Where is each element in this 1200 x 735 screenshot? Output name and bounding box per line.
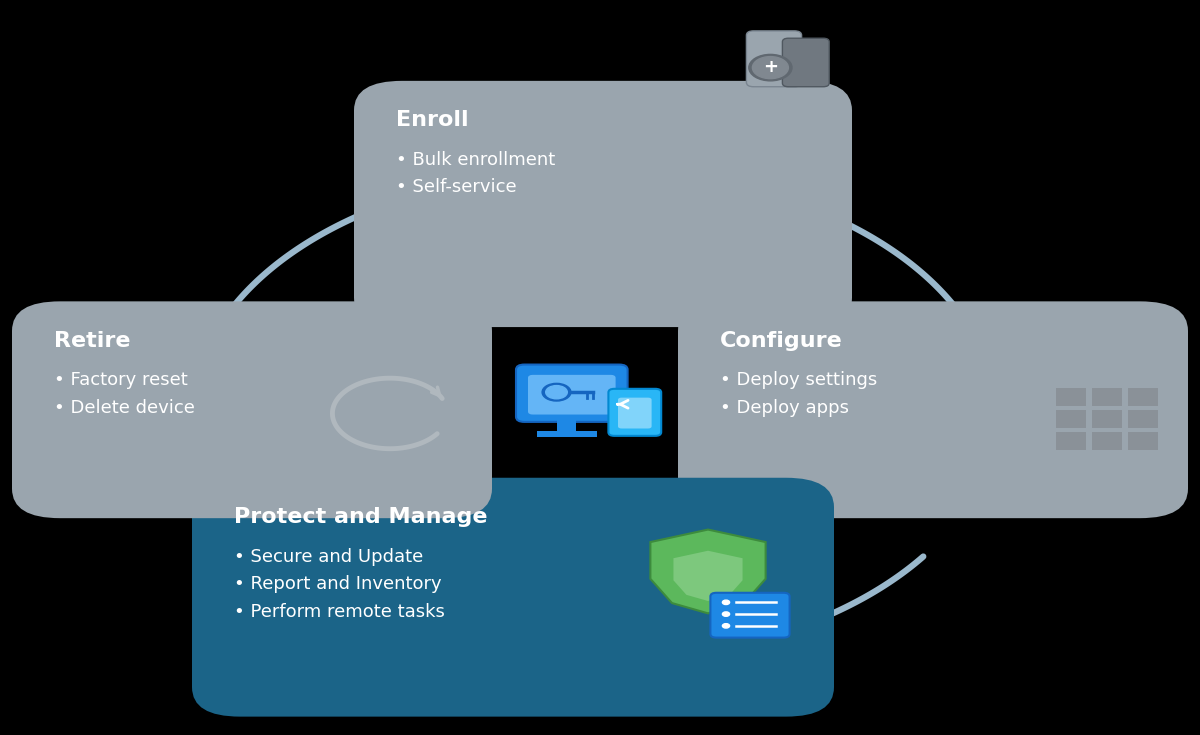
Text: • Secure and Update
• Report and Inventory
• Perform remote tasks: • Secure and Update • Report and Invento…: [234, 548, 445, 621]
Bar: [1092, 388, 1122, 406]
FancyBboxPatch shape: [782, 38, 829, 87]
FancyBboxPatch shape: [516, 365, 628, 422]
Bar: [1128, 432, 1158, 450]
Text: • Factory reset
• Delete device: • Factory reset • Delete device: [54, 371, 194, 417]
Circle shape: [542, 384, 571, 401]
Circle shape: [722, 612, 730, 616]
FancyBboxPatch shape: [608, 389, 661, 436]
Circle shape: [722, 623, 730, 628]
Text: • Bulk enrollment
• Self-service: • Bulk enrollment • Self-service: [396, 151, 556, 196]
Text: Enroll: Enroll: [396, 110, 469, 130]
Text: • Deploy settings
• Deploy apps: • Deploy settings • Deploy apps: [720, 371, 877, 417]
Circle shape: [752, 57, 788, 79]
Bar: [557, 417, 576, 435]
Bar: [536, 431, 596, 437]
FancyBboxPatch shape: [710, 592, 790, 637]
Text: Configure: Configure: [720, 331, 842, 351]
Text: Retire: Retire: [54, 331, 131, 351]
Text: +: +: [763, 58, 778, 76]
FancyBboxPatch shape: [12, 301, 492, 518]
Circle shape: [546, 386, 568, 399]
Bar: [1056, 388, 1086, 406]
Bar: [1092, 432, 1122, 450]
Bar: [1056, 410, 1086, 428]
FancyBboxPatch shape: [746, 31, 802, 87]
FancyBboxPatch shape: [678, 301, 1188, 518]
Bar: [1128, 410, 1158, 428]
Circle shape: [722, 600, 730, 604]
FancyBboxPatch shape: [528, 375, 616, 415]
Bar: [1056, 432, 1086, 450]
Polygon shape: [673, 551, 743, 601]
Text: Protect and Manage: Protect and Manage: [234, 507, 487, 527]
Bar: [1092, 410, 1122, 428]
Bar: [1128, 388, 1158, 406]
Circle shape: [749, 54, 792, 81]
FancyBboxPatch shape: [618, 398, 652, 429]
FancyBboxPatch shape: [192, 478, 834, 717]
Polygon shape: [650, 529, 766, 613]
FancyBboxPatch shape: [354, 81, 852, 327]
